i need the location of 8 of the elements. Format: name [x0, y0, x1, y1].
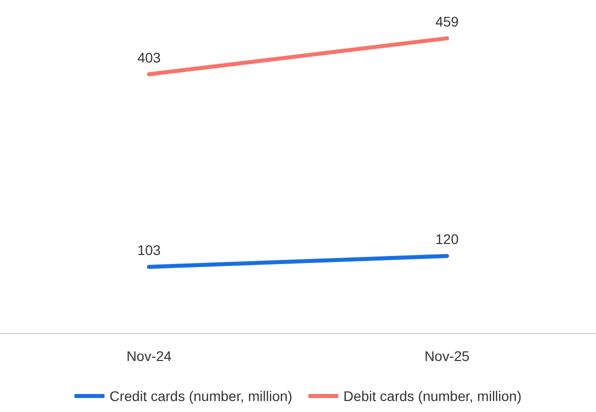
x-tick-label: Nov-24	[126, 348, 172, 364]
legend-label: Debit cards (number, million)	[343, 388, 522, 404]
legend-label: Credit cards (number, million)	[109, 388, 292, 404]
data-label: 459	[435, 13, 459, 30]
data-label: 120	[435, 230, 459, 247]
data-label: 103	[137, 242, 161, 258]
x-tick-label: Nov-25	[424, 348, 470, 364]
data-label: 403	[137, 49, 161, 66]
